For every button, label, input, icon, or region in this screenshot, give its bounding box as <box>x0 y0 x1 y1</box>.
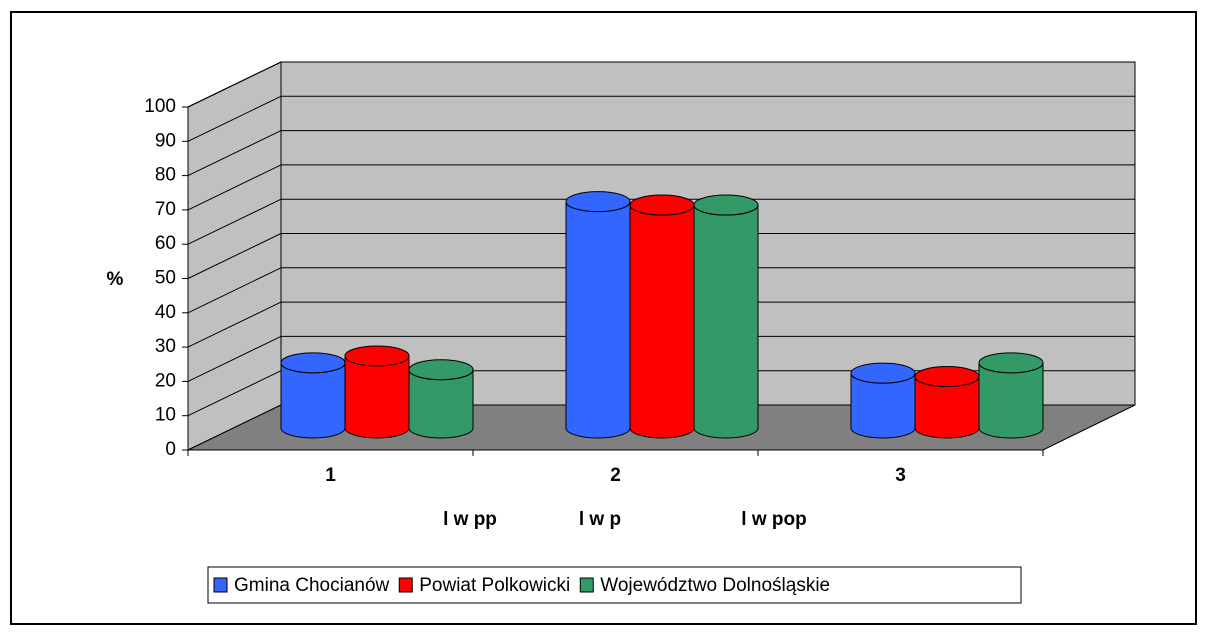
grid-line <box>187 130 282 177</box>
grid-line <box>187 95 282 142</box>
bar <box>565 201 631 439</box>
y-tick-label: 40 <box>155 302 176 323</box>
bar <box>344 355 410 439</box>
bar-top <box>565 191 631 213</box>
y-tick-label: 20 <box>155 370 176 391</box>
y-tick-label: 100 <box>144 96 176 117</box>
y-tick-label: 30 <box>155 336 176 357</box>
grid-line <box>187 301 282 348</box>
bar-top <box>344 345 410 367</box>
legend-label: Powiat Polkowicki <box>419 575 570 596</box>
bar <box>693 204 759 439</box>
bar-top <box>408 359 474 381</box>
bar-top <box>914 366 980 388</box>
bar <box>280 362 346 439</box>
legend-label: Gmina Chocianów <box>234 575 390 596</box>
x-tick-label: 2 <box>610 465 621 486</box>
bar <box>978 362 1044 439</box>
grid-line <box>187 370 282 417</box>
y-tick-label: 60 <box>155 233 176 254</box>
bar-top <box>693 194 759 216</box>
grid-line <box>187 233 282 279</box>
annotation: l w pp <box>443 509 497 530</box>
x-tick-label: 3 <box>895 465 906 486</box>
legend-swatch <box>213 577 228 593</box>
bar <box>629 204 695 439</box>
legend-swatch <box>579 577 594 593</box>
grid-line <box>187 164 282 211</box>
y-tick-label: 80 <box>155 165 176 186</box>
grid-line <box>187 61 282 108</box>
y-tick-label: 0 <box>165 439 176 460</box>
y-tick-label: 50 <box>155 268 176 289</box>
bar-top <box>850 362 916 384</box>
bar-top <box>978 352 1044 374</box>
y-tick-label: 10 <box>155 405 176 426</box>
y-tick-label: 70 <box>155 199 176 220</box>
legend-box <box>207 566 1022 604</box>
legend-label: Województwo Dolnośląskie <box>600 575 830 596</box>
y-tick-label: 90 <box>155 130 176 151</box>
grid-line <box>187 267 282 314</box>
y-axis-label: % <box>107 269 124 290</box>
annotation: l w pop <box>741 509 806 530</box>
bar-top <box>280 352 346 374</box>
bar-top <box>629 194 695 216</box>
grid-line <box>187 335 282 382</box>
legend-swatch <box>398 577 413 593</box>
x-tick-label: 1 <box>325 465 336 486</box>
annotation: l w p <box>579 509 621 530</box>
grid-line <box>187 198 282 245</box>
